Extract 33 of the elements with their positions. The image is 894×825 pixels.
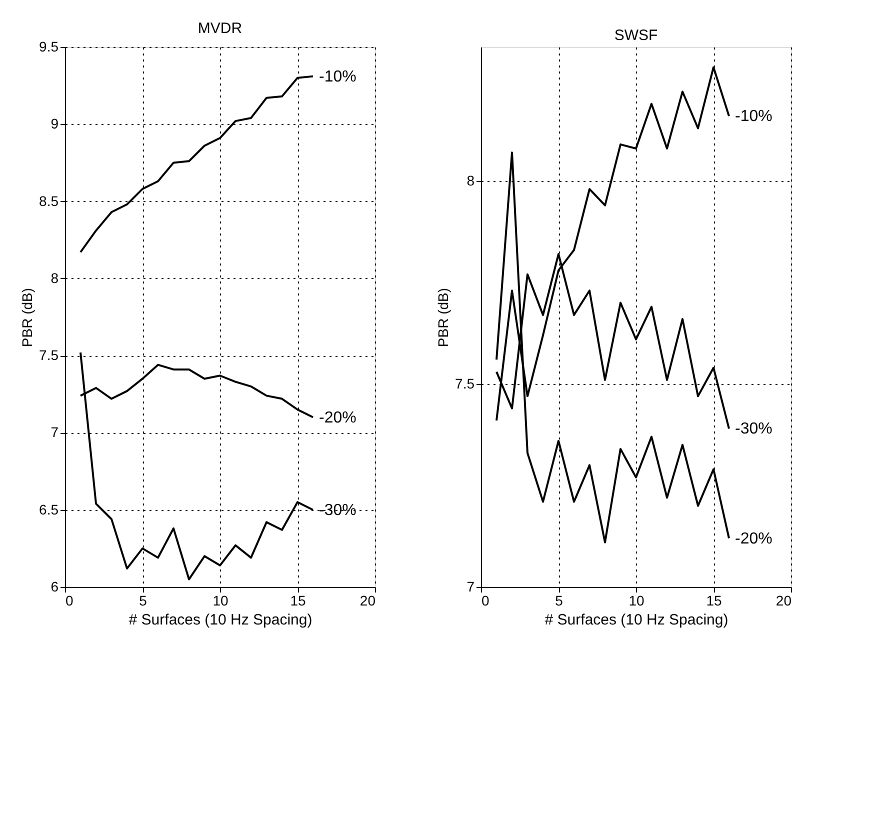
series-label: -10% (319, 68, 356, 86)
x-tick-label: 20 (360, 592, 376, 608)
series-label: -10% (735, 108, 772, 126)
x-axis-title: # Surfaces (10 Hz Spacing) (544, 612, 728, 628)
series-label: -30% (319, 502, 356, 519)
x-tick-label: 15 (706, 592, 722, 608)
y-tick-label: 7.5 (455, 375, 475, 392)
chart-title: SWSF (614, 27, 658, 44)
y-axis-title: PBR (dB) (19, 288, 36, 348)
y-tick-label: 6 (50, 578, 59, 594)
y-tick-label: 7.5 (39, 347, 59, 364)
x-tick-label: 0 (66, 592, 74, 608)
x-tick-label: 20 (776, 592, 792, 608)
x-axis-title: # Surfaces (10 Hz Spacing) (128, 612, 312, 628)
y-tick-label: 8 (50, 270, 59, 286)
x-tick-label: 5 (139, 592, 148, 608)
chart-title: MVDR (198, 20, 242, 37)
y-tick-label: 7 (50, 424, 59, 440)
y-tick-label: 6.5 (39, 501, 59, 518)
y-tick-label: 9 (50, 116, 59, 132)
y-tick-label: 9.5 (39, 38, 59, 54)
x-tick-label: 15 (290, 592, 306, 608)
x-tick-label: 5 (555, 592, 564, 608)
series-label: -30% (735, 420, 772, 438)
x-tick-label: 10 (212, 592, 228, 608)
y-tick-label: 8.5 (39, 192, 59, 209)
y-tick-label: 7 (466, 578, 475, 594)
series-label: -20% (319, 409, 356, 426)
y-axis-title: PBR (dB) (435, 288, 452, 348)
x-tick-label: 0 (482, 592, 490, 608)
y-tick-label: 8 (466, 172, 475, 188)
x-tick-label: 10 (628, 592, 644, 608)
series-label: -20% (735, 530, 772, 548)
